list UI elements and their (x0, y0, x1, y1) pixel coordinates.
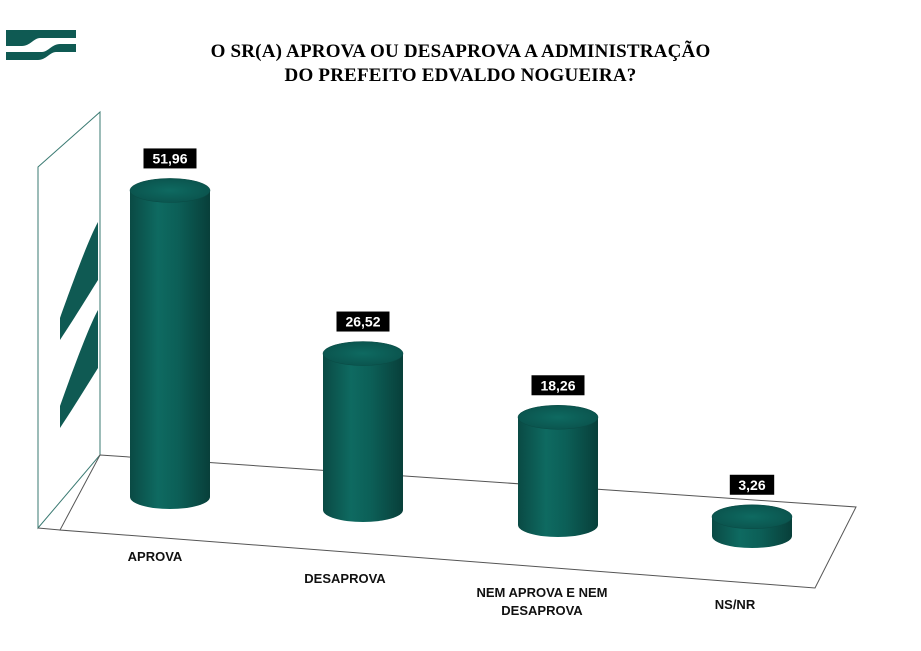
value-label-text: 26,52 (345, 314, 380, 330)
value-label-box (143, 148, 197, 169)
value-label-1: 51,96 (143, 148, 197, 169)
chart-value-labels: 51,96 26,52 18,26 3,26 (143, 148, 775, 495)
brand-logo-icon (6, 30, 76, 60)
category-label-4: NS/NR (715, 597, 756, 612)
chart-bars (129, 178, 793, 548)
chart-back-wall (37, 110, 101, 530)
chart-title-line-1: O SR(A) APROVA OU DESAPROVA A ADMINISTRA… (210, 41, 711, 62)
bar-3 (517, 405, 599, 537)
bar-top (129, 178, 211, 203)
category-label-1: APROVA (128, 549, 183, 564)
chart-title: O SR(A) APROVA OU DESAPROVA A ADMINISTRA… (0, 40, 921, 88)
bar-body (323, 353, 403, 522)
bar-top (322, 341, 404, 366)
bar-body (518, 417, 598, 537)
value-label-text: 3,26 (738, 477, 765, 493)
bar-top (711, 504, 793, 530)
category-label-3: NEM APROVA E NEM DESAPROVA (477, 585, 608, 618)
chart-floor (37, 454, 857, 589)
value-label-3: 18,26 (531, 375, 585, 396)
bar-body (130, 190, 210, 509)
value-label-box (531, 375, 585, 396)
bar-top (517, 405, 599, 430)
value-label-text: 51,96 (152, 150, 187, 166)
value-label-2: 26,52 (336, 311, 390, 332)
value-label-box (336, 311, 390, 332)
chart-category-labels: APROVA DESAPROVA NEM APROVA E NEM DESAPROVA… (128, 549, 756, 618)
chart-title-line-2: DO PREFEITO EDVALDO NOGUEIRA? (284, 65, 637, 86)
value-label-4: 3,26 (729, 474, 775, 495)
value-label-text: 18,26 (540, 377, 575, 393)
bar-2 (322, 341, 404, 522)
category-label-2: DESAPROVA (304, 571, 386, 586)
bar-4 (711, 504, 793, 548)
bar-1 (129, 178, 211, 509)
value-label-box (729, 474, 775, 495)
